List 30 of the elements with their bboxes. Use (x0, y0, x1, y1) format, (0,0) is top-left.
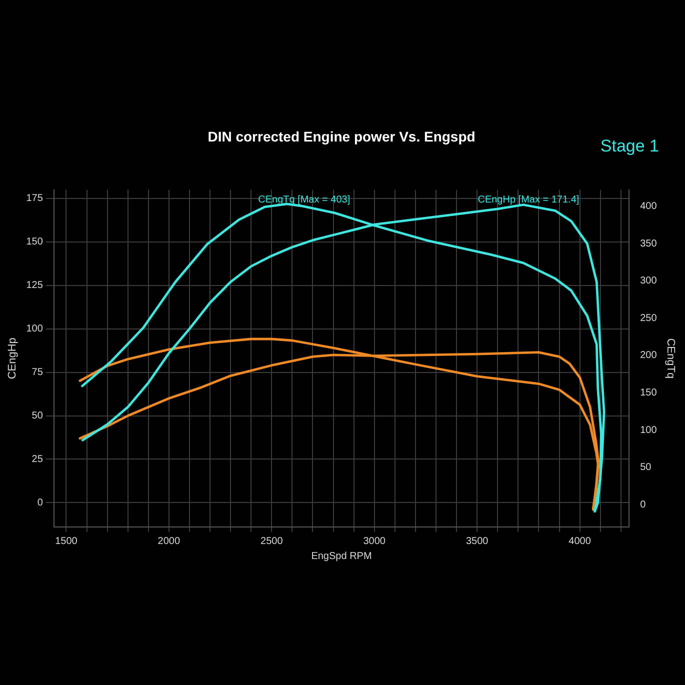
y-tick-label: 75 (32, 367, 44, 378)
y2-tick-label: 0 (640, 499, 646, 510)
y2-tick-label: 150 (640, 387, 658, 398)
y2-tick-label: 50 (640, 462, 652, 474)
x-tick-label: 3000 (363, 536, 386, 547)
x-tick-label: 2000 (158, 536, 180, 547)
y2-tick-label: 250 (640, 312, 658, 324)
y2-tick-label: 200 (640, 350, 658, 362)
y-tick-label: 125 (26, 280, 44, 292)
x-tick-label: 4000 (568, 536, 592, 547)
y-tick-label: 25 (32, 454, 44, 465)
y2-tick-label: 400 (640, 200, 658, 212)
y-tick-label: 175 (26, 193, 44, 204)
x-tick-label: 2500 (260, 536, 284, 547)
chart-subtitle: Stage 1 (600, 136, 659, 156)
x-tick-label: 1500 (55, 536, 78, 547)
annotation: CEngTq [Max = 403] (258, 194, 350, 206)
y-tick-label: 150 (26, 236, 44, 248)
y2-tick-label: 350 (640, 238, 658, 250)
annotation: CEngHp [Max = 171.4] (478, 194, 580, 206)
chart-title: DIN corrected Engine power Vs. Engspd (208, 128, 476, 144)
y-tick-label: 100 (26, 324, 44, 335)
y-tick-label: 0 (37, 497, 44, 508)
y-axis-title: CEngHp (6, 338, 19, 380)
y-tick-label: 50 (32, 410, 44, 422)
y2-tick-label: 300 (640, 276, 658, 287)
y2-tick-label: 100 (640, 424, 658, 436)
x-axis-title: EngSpd RPM (311, 550, 372, 562)
x-tick-label: 3500 (466, 536, 489, 547)
y2-axis-title: CEngTq (664, 338, 676, 379)
